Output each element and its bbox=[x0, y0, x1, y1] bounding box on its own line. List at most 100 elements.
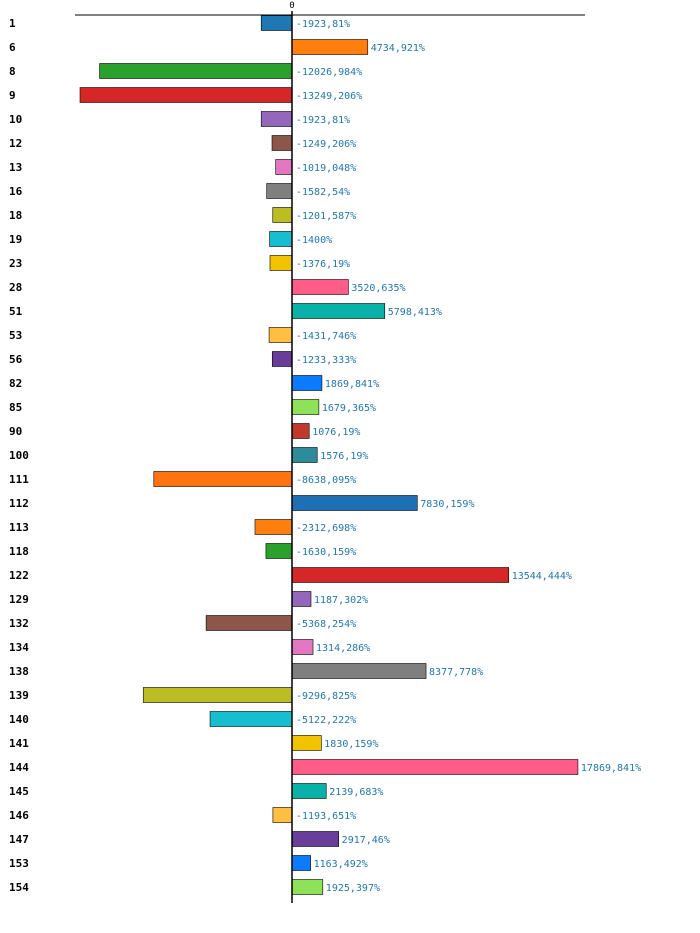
value-label: 4734,921% bbox=[371, 43, 425, 54]
category-label: 18 bbox=[9, 209, 22, 222]
category-label: 90 bbox=[9, 425, 22, 438]
value-label: 5798,413% bbox=[388, 307, 442, 318]
bar bbox=[99, 63, 293, 79]
value-label: 2917,46% bbox=[342, 835, 390, 846]
value-label: 1163,492% bbox=[314, 859, 368, 870]
category-label: 154 bbox=[9, 881, 29, 894]
value-label: -5122,222% bbox=[296, 715, 356, 726]
bar bbox=[291, 279, 349, 295]
value-label: -5368,254% bbox=[296, 619, 356, 630]
bar bbox=[142, 687, 293, 703]
value-label: -1201,587% bbox=[296, 211, 356, 222]
bar bbox=[291, 39, 369, 55]
value-label: 1576,19% bbox=[320, 451, 368, 462]
bar bbox=[153, 471, 293, 487]
bar bbox=[291, 663, 427, 679]
bar bbox=[254, 519, 293, 535]
category-label: 16 bbox=[9, 185, 23, 198]
category-label: 153 bbox=[9, 857, 29, 870]
value-label: -12026,984% bbox=[296, 67, 362, 78]
value-label: -1019,048% bbox=[296, 163, 356, 174]
bar bbox=[291, 447, 318, 463]
value-label: 7830,159% bbox=[420, 499, 474, 510]
category-label: 28 bbox=[9, 281, 22, 294]
category-label: 13 bbox=[9, 161, 22, 174]
category-label: 56 bbox=[9, 353, 23, 366]
category-label: 111 bbox=[9, 473, 29, 486]
bar bbox=[271, 351, 293, 367]
bar bbox=[291, 423, 310, 439]
value-label: -1233,333% bbox=[296, 355, 356, 366]
value-label: -1431,746% bbox=[296, 331, 356, 342]
category-label: 6 bbox=[9, 41, 16, 54]
value-label: -1376,19% bbox=[296, 259, 350, 270]
bar bbox=[260, 15, 293, 31]
bar bbox=[291, 303, 386, 319]
bar bbox=[266, 183, 293, 199]
bar bbox=[291, 591, 312, 607]
category-label: 82 bbox=[9, 377, 22, 390]
category-label: 145 bbox=[9, 785, 29, 798]
value-label: -1582,54% bbox=[296, 187, 350, 198]
bars-group: 1 -1923,81% 6 4734,921% 8 -12026,984% 9 -13249,… bbox=[9, 15, 641, 895]
bar bbox=[269, 231, 293, 247]
value-label: 13544,444% bbox=[512, 571, 572, 582]
bar bbox=[272, 807, 293, 823]
value-label: 1869,841% bbox=[325, 379, 379, 390]
value-label: -9296,825% bbox=[296, 691, 356, 702]
value-label: 2139,683% bbox=[329, 787, 383, 798]
category-label: 144 bbox=[9, 761, 29, 774]
category-label: 51 bbox=[9, 305, 23, 318]
value-label: 1925,397% bbox=[326, 883, 380, 894]
value-label: 1076,19% bbox=[312, 427, 360, 438]
category-label: 129 bbox=[9, 593, 29, 606]
value-label: 1187,302% bbox=[314, 595, 368, 606]
category-label: 112 bbox=[9, 497, 29, 510]
category-label: 9 bbox=[9, 89, 16, 102]
bar bbox=[291, 567, 510, 583]
value-label: 3520,635% bbox=[351, 283, 405, 294]
value-label: -8638,095% bbox=[296, 475, 356, 486]
bar bbox=[291, 639, 314, 655]
value-label: 1679,365% bbox=[322, 403, 376, 414]
bar bbox=[291, 855, 311, 871]
category-label: 12 bbox=[9, 137, 22, 150]
category-label: 139 bbox=[9, 689, 29, 702]
bar bbox=[271, 135, 293, 151]
category-label: 140 bbox=[9, 713, 29, 726]
bar bbox=[265, 543, 293, 559]
value-label: -1249,206% bbox=[296, 139, 356, 150]
value-label: -1193,651% bbox=[296, 811, 356, 822]
category-label: 122 bbox=[9, 569, 29, 582]
category-label: 118 bbox=[9, 545, 29, 558]
category-label: 53 bbox=[9, 329, 22, 342]
bar bbox=[260, 111, 293, 127]
category-label: 141 bbox=[9, 737, 29, 750]
bar bbox=[268, 327, 293, 343]
category-label: 23 bbox=[9, 257, 22, 270]
bar bbox=[205, 615, 293, 631]
bar bbox=[209, 711, 293, 727]
value-label: 1830,159% bbox=[324, 739, 378, 750]
category-label: 146 bbox=[9, 809, 29, 822]
bar bbox=[291, 399, 320, 415]
bar bbox=[269, 255, 293, 271]
bar bbox=[291, 831, 339, 847]
zero-tick-label: 0 bbox=[289, 1, 294, 11]
value-label: -1630,159% bbox=[296, 547, 356, 558]
bar bbox=[291, 783, 327, 799]
category-label: 10 bbox=[9, 113, 22, 126]
bar bbox=[79, 87, 293, 103]
value-label: -1400% bbox=[296, 235, 332, 246]
value-label: 1314,286% bbox=[316, 643, 370, 654]
category-label: 85 bbox=[9, 401, 22, 414]
value-label: -1923,81% bbox=[296, 115, 350, 126]
bar bbox=[291, 735, 322, 751]
category-label: 19 bbox=[9, 233, 22, 246]
bar bbox=[291, 879, 324, 895]
category-label: 113 bbox=[9, 521, 29, 534]
value-label: -1923,81% bbox=[296, 19, 350, 30]
category-label: 132 bbox=[9, 617, 29, 630]
bar bbox=[275, 159, 293, 175]
category-label: 8 bbox=[9, 65, 16, 78]
